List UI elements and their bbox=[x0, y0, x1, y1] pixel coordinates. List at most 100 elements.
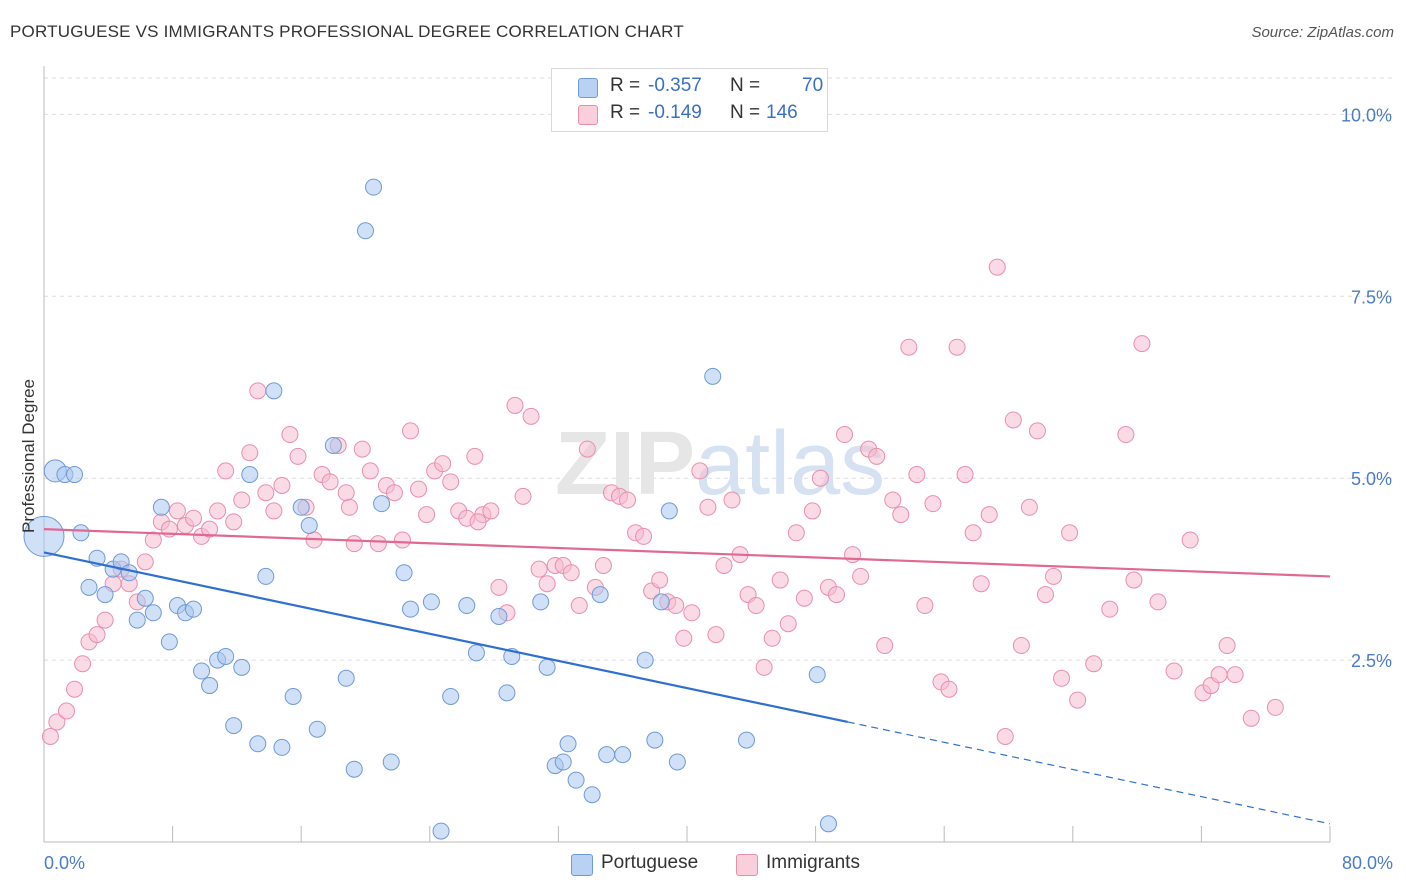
immigrants-point bbox=[201, 520, 219, 538]
immigrants-point bbox=[779, 615, 797, 633]
portuguese-point bbox=[819, 815, 837, 833]
immigrants-point bbox=[410, 480, 428, 498]
portuguese-point bbox=[422, 593, 440, 611]
immigrants-point bbox=[281, 426, 299, 444]
immigrants-point bbox=[876, 637, 894, 655]
source-label: Source: ZipAtlas.com bbox=[1251, 24, 1394, 41]
immigrants-point bbox=[683, 604, 701, 622]
immigrants-point bbox=[1085, 655, 1103, 673]
immigrants-point bbox=[996, 727, 1014, 745]
immigrants-point bbox=[1149, 593, 1167, 611]
legend-r-value: -0.149 bbox=[648, 102, 702, 123]
portuguese-point bbox=[636, 651, 654, 669]
immigrants-point bbox=[434, 455, 452, 473]
immigrants-point bbox=[168, 502, 186, 520]
immigrants-point bbox=[852, 567, 870, 585]
immigrants-point bbox=[916, 597, 934, 615]
y-axis-label: Professional Degree bbox=[19, 379, 38, 533]
immigrants-point bbox=[980, 506, 998, 524]
x-tick-label: 80.0% bbox=[1342, 853, 1393, 873]
immigrants-point bbox=[466, 447, 484, 465]
portuguese-point bbox=[249, 735, 267, 753]
portuguese-trend-line bbox=[43, 551, 848, 724]
legend-r-label: R = bbox=[610, 102, 641, 123]
immigrants-point bbox=[562, 564, 580, 582]
immigrants-point bbox=[273, 476, 291, 494]
y-tick-label: 2.5% bbox=[1351, 651, 1392, 671]
portuguese-point bbox=[583, 786, 601, 804]
immigrants-point bbox=[827, 586, 845, 604]
immigrants-point bbox=[345, 535, 363, 553]
portuguese-point bbox=[72, 524, 90, 542]
immigrants-point bbox=[964, 524, 982, 542]
immigrants-point bbox=[1242, 709, 1260, 727]
portuguese-point bbox=[337, 669, 355, 687]
immigrants-point bbox=[1218, 637, 1236, 655]
portuguese-point bbox=[273, 738, 291, 756]
portuguese-point bbox=[532, 593, 550, 611]
immigrants-point bbox=[795, 589, 813, 607]
immigrants-point bbox=[924, 495, 942, 513]
immigrants-point bbox=[265, 502, 283, 520]
immigrants-point bbox=[948, 338, 966, 356]
immigrants-point bbox=[289, 447, 307, 465]
portuguese-point bbox=[498, 684, 516, 702]
immigrants-point bbox=[594, 557, 612, 575]
immigrants-point bbox=[723, 491, 741, 509]
axes bbox=[43, 66, 1331, 843]
y-tick-label: 10.0% bbox=[1341, 105, 1392, 125]
immigrants-point bbox=[58, 702, 76, 720]
portuguese-point bbox=[646, 731, 664, 749]
immigrants-point bbox=[578, 440, 596, 458]
immigrants-point bbox=[482, 502, 500, 520]
portuguese-point bbox=[614, 746, 632, 764]
immigrants-point bbox=[522, 407, 540, 425]
immigrants-point bbox=[900, 338, 918, 356]
immigrants-point bbox=[469, 513, 487, 531]
legend-row-portuguese: R = -0.357 N = 70 bbox=[552, 75, 827, 99]
immigrants-point bbox=[635, 527, 653, 545]
immigrants-point bbox=[811, 469, 829, 487]
immigrants-point bbox=[1036, 586, 1054, 604]
immigrants-point bbox=[1226, 666, 1244, 684]
portuguese-point bbox=[737, 731, 755, 749]
immigrants-point bbox=[988, 258, 1006, 276]
immigrants-point bbox=[884, 491, 902, 509]
portuguese-point bbox=[559, 735, 577, 753]
immigrants-point bbox=[1020, 498, 1038, 516]
bottom-legend-swatch-immigrants bbox=[736, 854, 758, 876]
portuguese-point bbox=[395, 564, 413, 582]
legend-r-value: -0.357 bbox=[648, 75, 702, 96]
portuguese-point bbox=[241, 466, 259, 484]
immigrants-point bbox=[691, 462, 709, 480]
immigrants-point bbox=[651, 571, 669, 589]
portuguese-point bbox=[365, 178, 383, 196]
immigrants-point bbox=[1165, 662, 1183, 680]
immigrants-point bbox=[233, 491, 251, 509]
immigrants-point bbox=[353, 440, 371, 458]
portuguese-point bbox=[704, 367, 722, 385]
portuguese-point bbox=[345, 760, 363, 778]
portuguese-point bbox=[402, 600, 420, 618]
legend-r-label: R = bbox=[610, 75, 641, 96]
immigrants-point bbox=[1181, 531, 1199, 549]
immigrants-point bbox=[940, 680, 958, 698]
portuguese-point bbox=[292, 498, 310, 516]
ticks: 2.5% 5.0% 7.5% 10.0% 0.0% 80.0% bbox=[44, 105, 1393, 873]
immigrants-point bbox=[538, 575, 556, 593]
portuguese-point bbox=[442, 687, 460, 705]
portuguese-point bbox=[652, 593, 670, 611]
portuguese-point bbox=[96, 586, 114, 604]
immigrants-point bbox=[956, 466, 974, 484]
portuguese-points bbox=[23, 178, 837, 840]
immigrants-point bbox=[66, 680, 84, 698]
immigrants-trend-line bbox=[43, 528, 1331, 578]
immigrants-point bbox=[136, 553, 154, 571]
immigrants-point bbox=[1266, 698, 1284, 716]
portuguese-point bbox=[160, 633, 178, 651]
immigrants-point bbox=[868, 447, 886, 465]
portuguese-point bbox=[257, 567, 275, 585]
immigrants-point bbox=[619, 491, 637, 509]
immigrants-point bbox=[1028, 422, 1046, 440]
